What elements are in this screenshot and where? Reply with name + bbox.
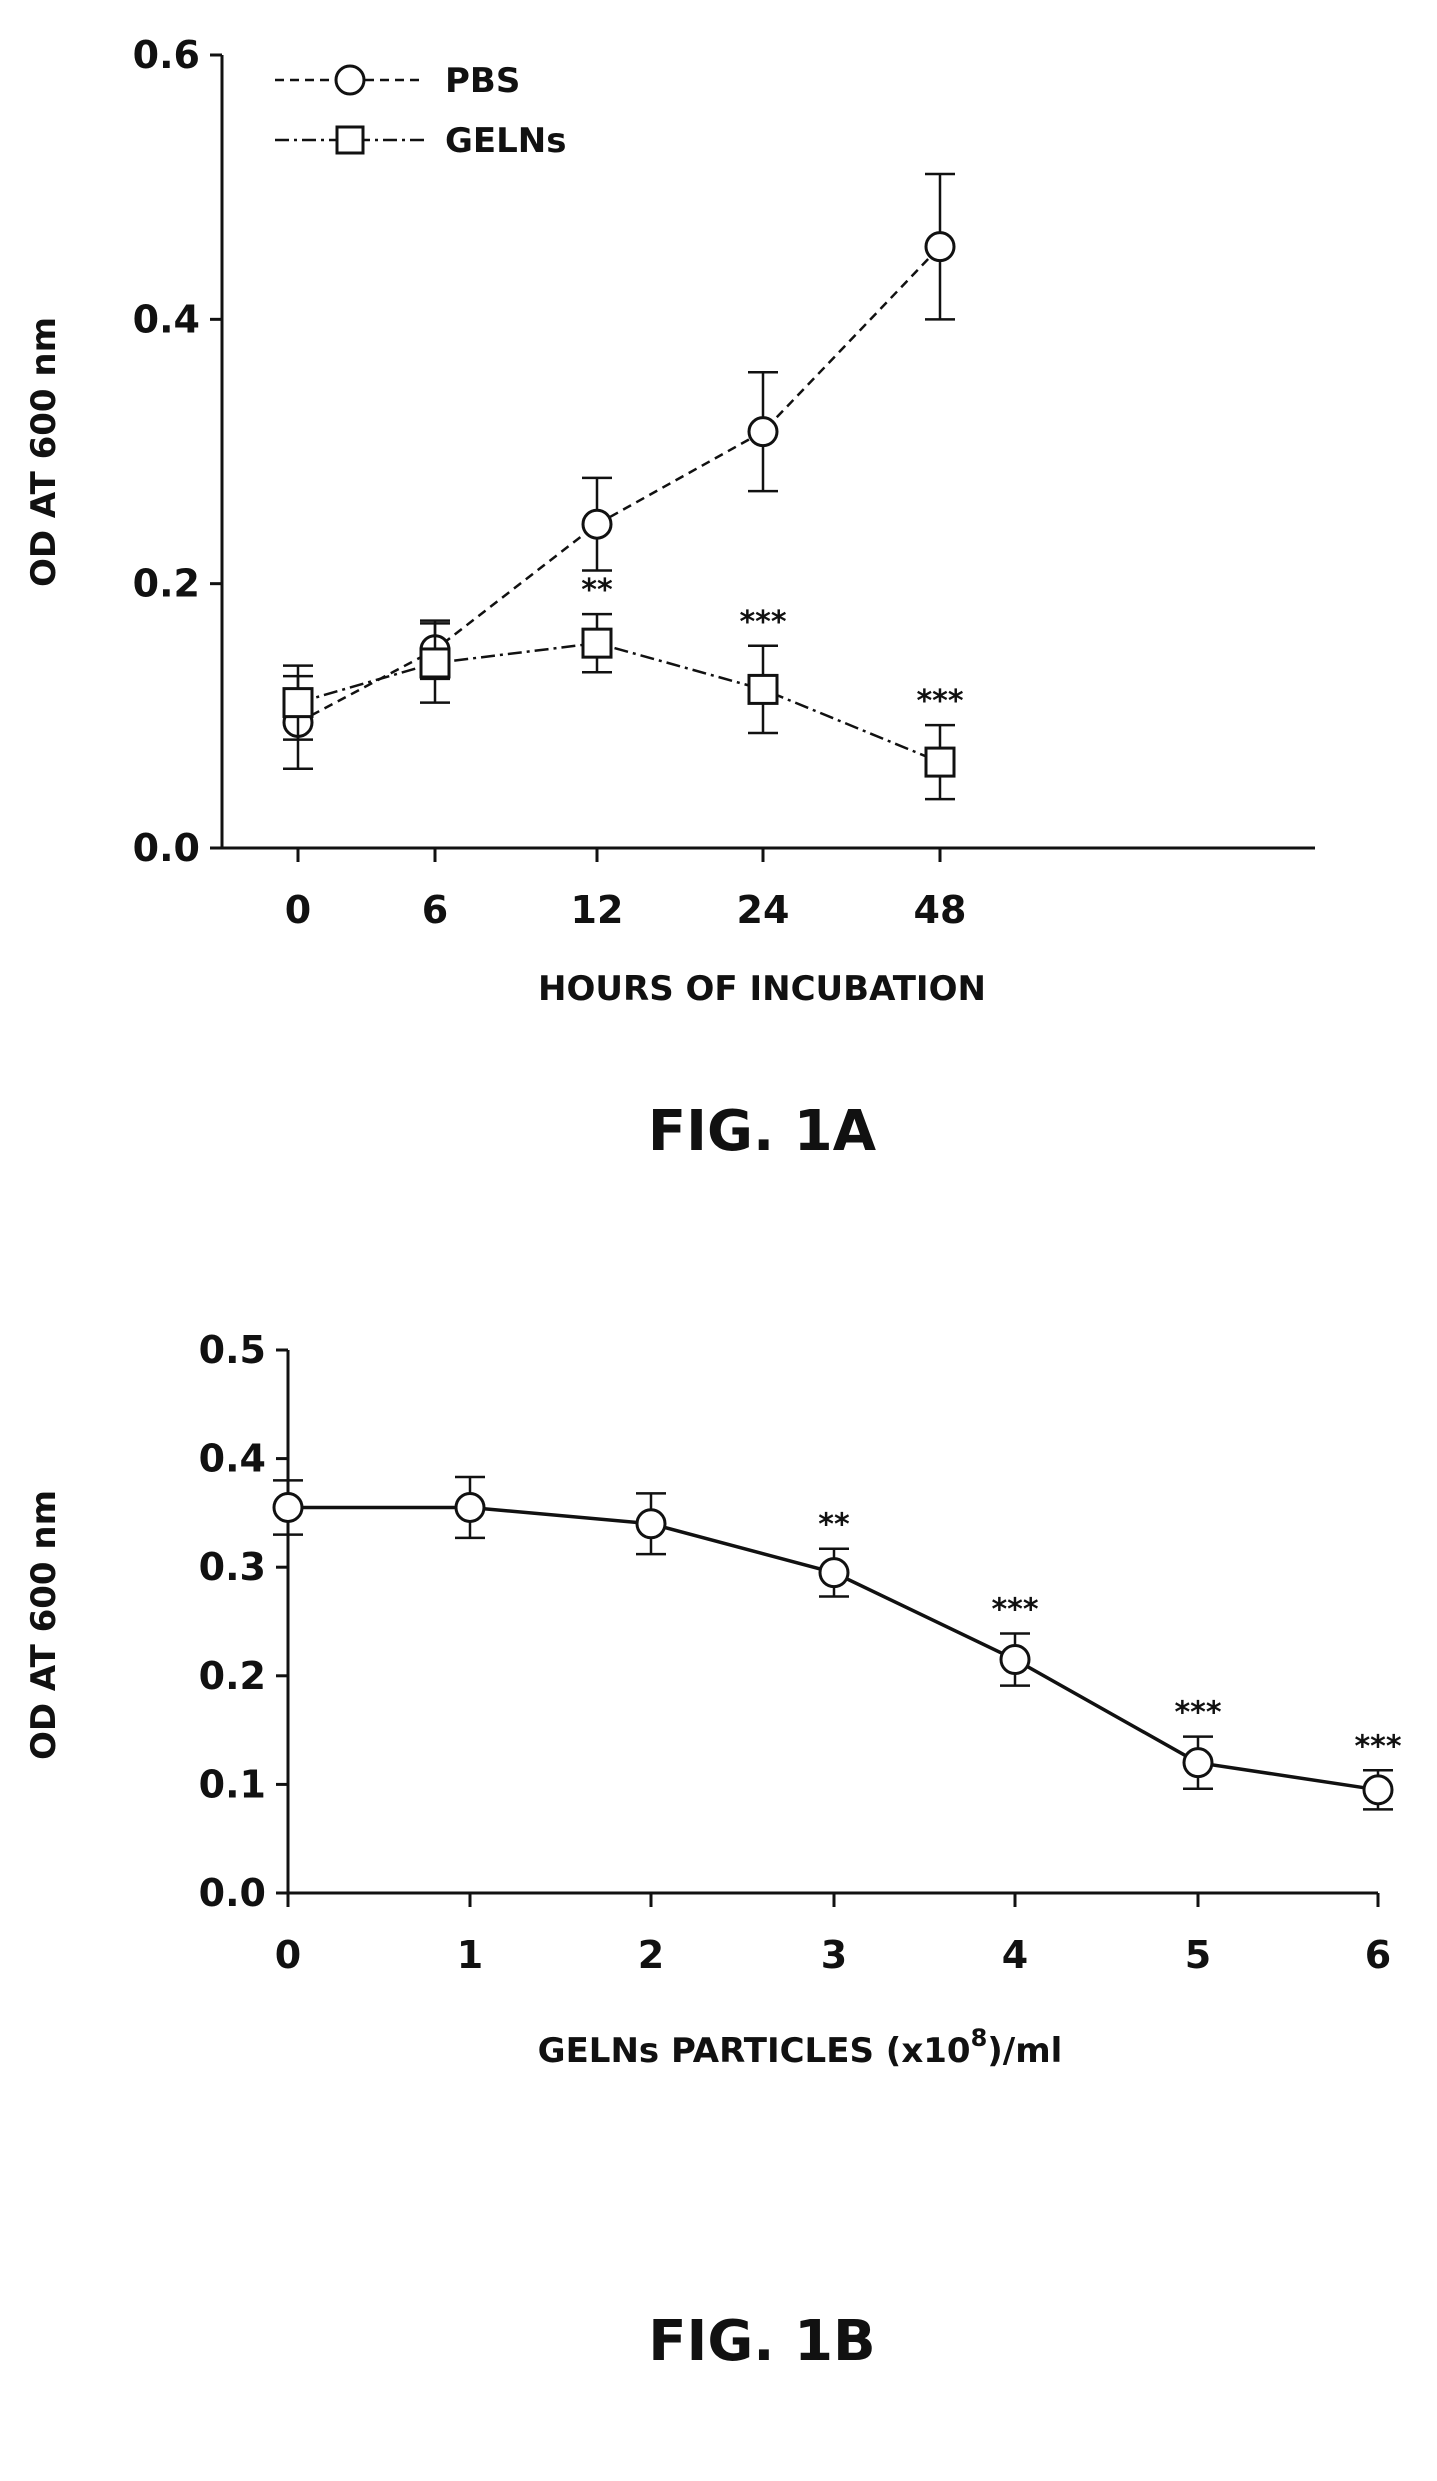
y-tick-label: 0.3 — [199, 1545, 266, 1589]
chart-a-x-ticks: 0 6 12 24 48 — [285, 848, 967, 932]
data-point-series — [818, 1557, 850, 1589]
chart-a-y-axis-label: OD AT 600 nm — [24, 317, 64, 587]
data-point-series — [635, 1508, 667, 1540]
legend-pbs-marker — [334, 64, 366, 96]
chart-b-x-axis-label-main: GELNs PARTICLES (x10 — [538, 2031, 971, 2071]
data-point-series — [1362, 1774, 1394, 1806]
data-point-gelns — [419, 647, 451, 679]
chart-a-series: ******** — [282, 172, 964, 801]
chart-b-x-axis-label-superscript: 8 — [971, 2024, 988, 2052]
significance-label: ** — [581, 573, 613, 608]
x-tick-label: 0 — [275, 1933, 301, 1977]
y-tick-label: 0.4 — [199, 1437, 266, 1481]
data-point-pbs — [747, 416, 779, 448]
data-point-gelns — [924, 746, 956, 778]
legend-pbs-label: PBS — [445, 61, 520, 101]
chart-b-y-axis-label: OD AT 600 nm — [24, 1490, 64, 1760]
chart-b-y-ticks: 0.0 0.1 0.2 0.3 0.4 0.5 — [199, 1328, 288, 1915]
significance-label: *** — [1174, 1696, 1221, 1731]
chart-a-legend: PBS GELNs — [275, 61, 567, 161]
y-tick-label: 0.6 — [133, 33, 200, 77]
chart-b-axes — [286, 1350, 1378, 1895]
legend-gelns-marker — [335, 125, 365, 155]
significance-label: *** — [1354, 1729, 1401, 1764]
chart-b-x-axis-label-suffix: )/ml — [987, 2031, 1062, 2071]
data-point-series — [999, 1644, 1031, 1676]
x-tick-label: 0 — [285, 888, 311, 932]
data-point-gelns — [282, 687, 314, 719]
x-tick-label: 6 — [422, 888, 448, 932]
legend-item-gelns: GELNs — [275, 121, 567, 161]
chart-a-y-ticks: 0.0 0.2 0.4 0.6 — [133, 33, 222, 870]
data-point-pbs — [581, 508, 613, 540]
significance-label: *** — [739, 605, 786, 640]
x-tick-label: 4 — [1002, 1933, 1028, 1977]
chart-a-axes — [220, 55, 1315, 850]
x-tick-label: 12 — [571, 888, 624, 932]
chart-b-x-axis-label: GELNs PARTICLES (x108)/ml — [538, 2024, 1063, 2071]
y-tick-label: 0.4 — [133, 297, 200, 341]
data-point-series — [454, 1491, 486, 1523]
data-point-series — [272, 1491, 304, 1523]
x-tick-label: 48 — [914, 888, 967, 932]
significance-label: *** — [991, 1592, 1038, 1627]
chart-a: 0.0 0.2 0.4 0.6 0 6 12 24 48 HOURS OF INCUBATIO… — [24, 33, 1315, 1164]
chart-b: 0.0 0.1 0.2 0.3 0.4 0.5 0 1 2 3 4 5 6 GELNs PARTICL… — [24, 1328, 1402, 2374]
chart-b-series: *********** — [272, 1475, 1402, 1811]
data-point-pbs — [924, 231, 956, 263]
x-tick-label: 24 — [737, 888, 790, 932]
data-point-gelns — [581, 627, 613, 659]
significance-label: ** — [818, 1508, 850, 1543]
y-tick-label: 0.2 — [133, 562, 200, 606]
x-tick-label: 3 — [821, 1933, 847, 1977]
x-tick-label: 1 — [457, 1933, 483, 1977]
legend-item-pbs: PBS — [275, 61, 520, 101]
data-point-gelns — [747, 673, 779, 705]
significance-label: *** — [916, 684, 963, 719]
y-tick-label: 0.1 — [199, 1762, 266, 1806]
legend-gelns-label: GELNs — [445, 121, 567, 161]
y-tick-label: 0.0 — [199, 1871, 266, 1915]
x-tick-label: 5 — [1185, 1933, 1211, 1977]
x-tick-label: 2 — [638, 1933, 664, 1977]
series-line-pbs — [297, 245, 941, 724]
figure-b-caption: FIG. 1B — [648, 2309, 875, 2374]
x-tick-label: 6 — [1365, 1933, 1391, 1977]
y-tick-label: 0.0 — [133, 826, 200, 870]
figure-a-caption: FIG. 1A — [648, 1099, 877, 1164]
series-line-gelns — [297, 641, 941, 764]
chart-a-x-axis-label: HOURS OF INCUBATION — [538, 969, 986, 1009]
y-tick-label: 0.2 — [199, 1654, 266, 1698]
y-tick-label: 0.5 — [199, 1328, 266, 1372]
data-point-series — [1182, 1747, 1214, 1779]
chart-b-x-ticks: 0 1 2 3 4 5 6 — [275, 1893, 1391, 1977]
